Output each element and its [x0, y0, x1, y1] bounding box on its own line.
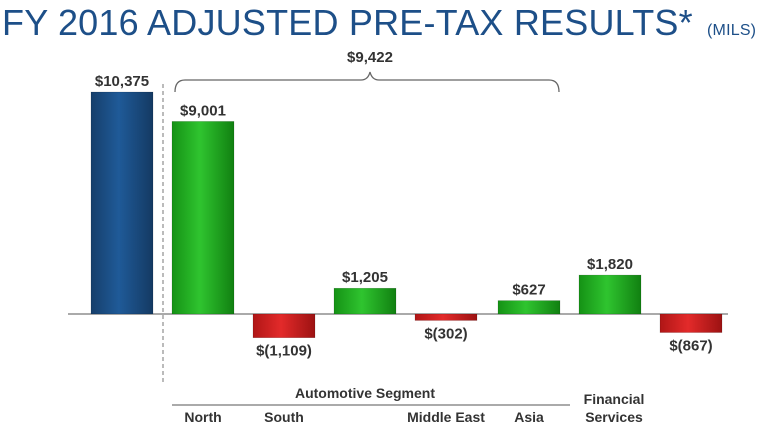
bracket-label: $9,422 [347, 49, 393, 66]
bar-0 [90, 91, 154, 315]
bar-1 [171, 121, 235, 315]
value-label-7: $(867) [669, 338, 712, 355]
value-label-4: $(302) [424, 325, 467, 342]
bar-4 [414, 313, 478, 321]
bar-2 [252, 313, 316, 338]
bar-7 [659, 313, 723, 333]
value-label-3: $1,205 [342, 269, 388, 286]
value-label-1: $9,001 [180, 102, 226, 119]
chart-title: FY 2016 ADJUSTED PRE-TAX RESULTS* (MILS) [2, 2, 756, 44]
category-label-4: Middle East [407, 409, 485, 425]
group-label-financial-2: Services [585, 409, 643, 425]
value-label-0: $10,375 [95, 73, 149, 90]
category-label-5: Asia [514, 409, 544, 425]
category-label-1: North [184, 409, 221, 425]
chart-title-main: FY 2016 ADJUSTED PRE-TAX RESULTS* [2, 2, 693, 43]
category-label-2: South [264, 409, 304, 425]
value-label-6: $1,820 [587, 256, 633, 273]
value-label-5: $627 [512, 282, 545, 299]
bar-6 [578, 274, 642, 315]
segment-bracket [174, 71, 560, 93]
value-label-2: $(1,109) [256, 343, 312, 360]
chart-title-unit: (MILS) [707, 22, 757, 39]
group-label-financial-1: Financial [584, 391, 645, 407]
group-label-automotive: Automotive Segment [295, 385, 435, 401]
bar-5 [497, 300, 561, 315]
bar-3 [333, 287, 397, 315]
